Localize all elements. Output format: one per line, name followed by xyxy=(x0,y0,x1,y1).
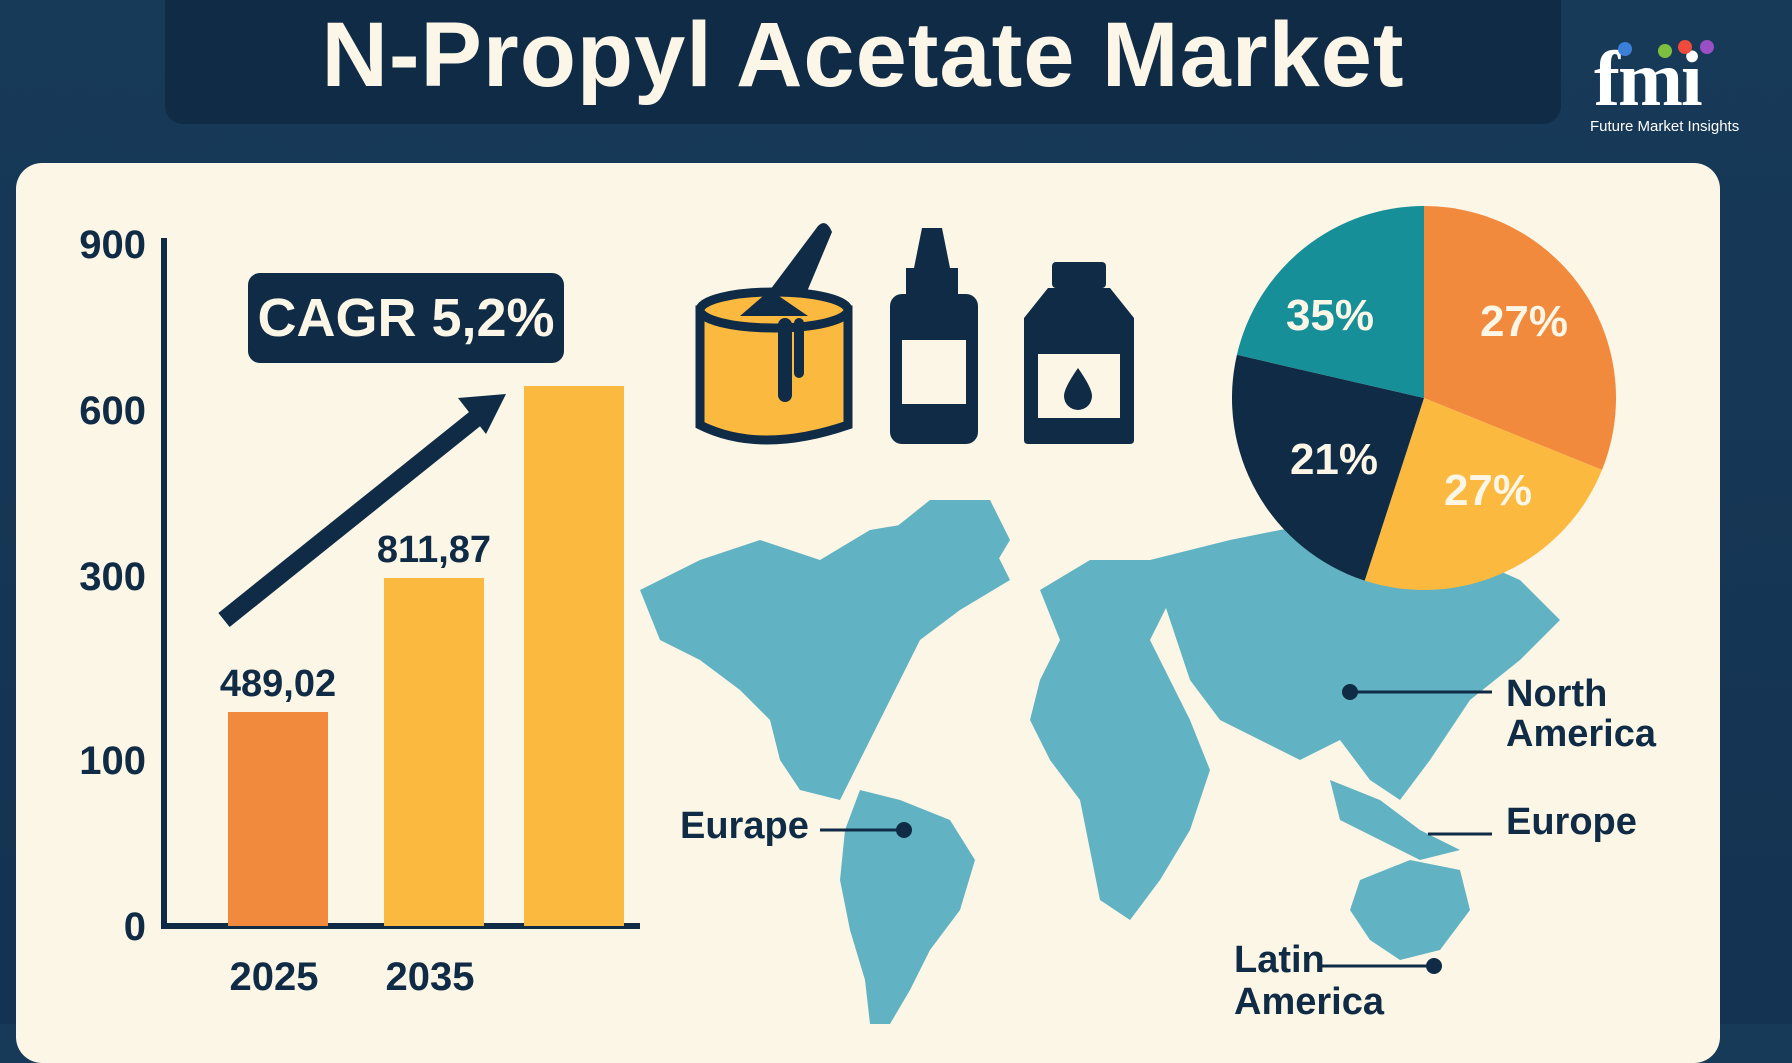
y-tick-label: 600 xyxy=(79,389,146,433)
south-america-shape xyxy=(840,790,975,1024)
map-label-america: America xyxy=(1506,713,1657,755)
europe-africa-shape xyxy=(1030,560,1210,920)
y-tick-label: 0 xyxy=(124,905,146,949)
map-label-north: North xyxy=(1506,673,1607,715)
dropper-bottle-icon xyxy=(890,228,978,444)
bar xyxy=(384,578,484,926)
cagr-badge: CAGR 5,2% xyxy=(248,273,564,363)
map-label-eurape: Eurape xyxy=(680,805,809,847)
x-tick-label: 2025 xyxy=(230,955,319,999)
map-label-latin-america: America xyxy=(1234,981,1385,1023)
pie-slice-label: 27% xyxy=(1480,297,1568,346)
title-banner: N-Propyl Acetate Market xyxy=(165,0,1561,124)
bar-chart: 0 100 300 600 900 2025 2035 489,02 811,87 xyxy=(79,223,640,999)
solvent-bottle-icon xyxy=(1024,262,1134,444)
logo-dot-icon xyxy=(1700,40,1714,54)
y-tick-label: 900 xyxy=(79,223,146,267)
map-label-latin: Latin xyxy=(1234,939,1325,981)
pie-slice xyxy=(1236,206,1424,398)
fmi-logo: fmi Future Market Insights xyxy=(1588,35,1768,138)
pie-slice xyxy=(1232,354,1424,581)
australia-shape xyxy=(1350,860,1470,960)
pie-slice-label: 21% xyxy=(1290,435,1378,484)
y-tick-label: 100 xyxy=(79,739,146,783)
world-map xyxy=(640,500,1560,1024)
bar-data-label: 811,87 xyxy=(377,529,491,571)
pie-slice-label: 35% xyxy=(1286,291,1374,340)
infographic-canvas: 0 100 300 600 900 2025 2035 489,02 811,87 xyxy=(79,206,1657,1024)
bar-data-label: 489,02 xyxy=(220,663,336,705)
pie-slice-label: 27% xyxy=(1444,466,1532,515)
logo-dot-icon xyxy=(1618,42,1632,56)
southeast-asia-shape xyxy=(1330,780,1460,860)
logo-subtext: Future Market Insights xyxy=(1590,118,1740,135)
growth-arrow-head-icon xyxy=(458,394,506,434)
map-callouts: Eurape North America Europe Latin Americ… xyxy=(680,673,1657,1023)
bar xyxy=(524,386,624,926)
greenland-shape xyxy=(880,500,1010,620)
asia-shape xyxy=(1150,520,1560,800)
pie-slice xyxy=(1424,206,1617,470)
paint-bucket-icon xyxy=(695,223,853,445)
map-label-europe: Europe xyxy=(1506,801,1637,843)
growth-arrow-line xyxy=(218,410,482,628)
logo-dot-icon xyxy=(1678,40,1692,54)
x-tick-label: 2035 xyxy=(386,955,475,999)
logo-dot-icon xyxy=(1658,44,1672,58)
bar xyxy=(228,712,328,926)
pie-slice xyxy=(1364,398,1603,590)
page-title: N-Propyl Acetate Market xyxy=(321,3,1405,106)
y-tick-label: 300 xyxy=(79,555,146,599)
pie-chart: 27% 27% 21% 35% xyxy=(1232,206,1617,590)
